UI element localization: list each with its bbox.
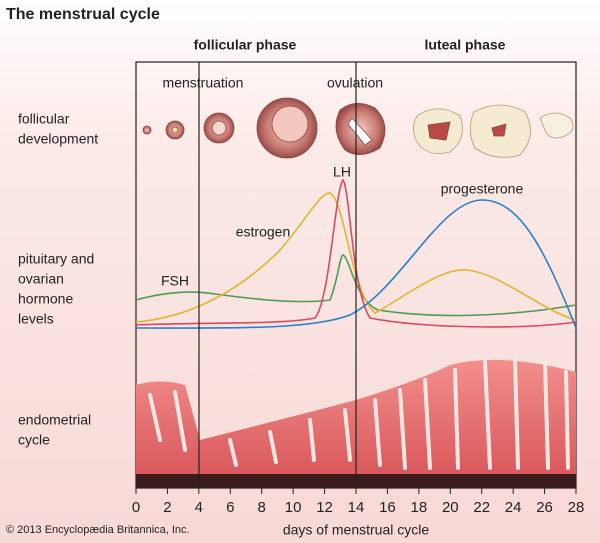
row-label: pituitary and (18, 251, 94, 267)
x-tick-label: 26 (536, 499, 553, 516)
row-label: endometrial (18, 412, 91, 428)
phase-label: follicular phase (194, 37, 297, 53)
credit: © 2013 Encyclopædia Britannica, Inc. (6, 524, 190, 536)
lh-curve (135, 178, 577, 328)
hormone-curves (135, 178, 577, 329)
x-tick-label: 24 (505, 499, 522, 516)
x-tick-label: 16 (379, 499, 396, 516)
row-label: levels (18, 311, 54, 327)
x-tick-label: 10 (285, 499, 302, 516)
hormone-label: estrogen (236, 224, 290, 240)
x-tick-label: 6 (226, 499, 234, 516)
progesterone-curve (135, 199, 577, 329)
row-label: ovarian (18, 271, 64, 287)
x-tick-label: 22 (473, 499, 490, 516)
x-tick-label: 0 (132, 499, 140, 516)
title: The menstrual cycle (6, 6, 160, 23)
phase-label: luteal phase (425, 37, 506, 53)
row-label: cycle (18, 432, 50, 448)
x-tick-label: 18 (411, 499, 428, 516)
hormone-label: FSH (161, 273, 189, 289)
row-label: development (18, 131, 98, 147)
fsh-curve (135, 254, 577, 317)
x-tick-label: 12 (316, 499, 333, 516)
axis-label: days of menstrual cycle (283, 522, 429, 538)
row-label: follicular (18, 111, 70, 127)
x-tick-label: 2 (163, 499, 171, 516)
x-axis: 0 2 4 6 8 10 12 14 16 18 20 22 24 26 28 (132, 488, 585, 516)
estrogen-curve (135, 192, 577, 323)
row-label: hormone (18, 291, 73, 307)
x-tick-label: 8 (258, 499, 266, 516)
x-tick-label: 28 (568, 499, 585, 516)
x-tick-label: 4 (195, 499, 203, 516)
follicles (142, 97, 574, 159)
x-tick-label: 20 (442, 499, 459, 516)
hormone-label: progesterone (441, 181, 524, 197)
hormone-label: LH (333, 164, 351, 180)
event-label: menstruation (163, 75, 244, 91)
x-tick-label: 14 (348, 499, 365, 516)
event-label: ovulation (327, 75, 383, 91)
